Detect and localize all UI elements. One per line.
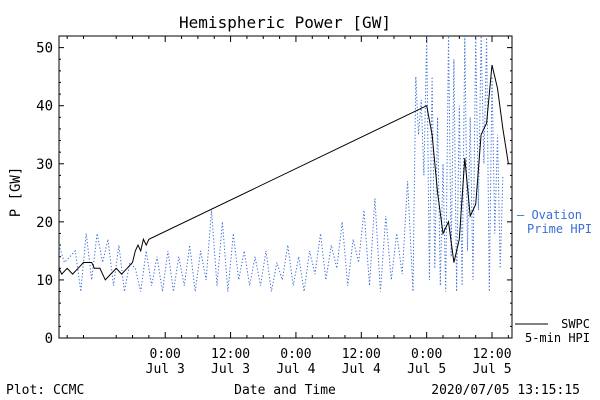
y-tick-label: 10 [36,273,53,289]
y-tick-label: 20 [36,215,53,231]
y-tick-label: 30 [36,157,53,173]
series-layer [58,35,509,292]
x-tick-time: 12:00 [472,347,511,362]
x-tick-date: Jul 5 [472,362,511,377]
x-tick-time: 12:00 [342,347,381,362]
legend-swpc-line1: SWPC [561,317,590,331]
x-tick-date: Jul 4 [342,362,381,377]
plot-credit: Plot: CCMC [6,383,84,398]
y-axis-label: P [GW] [8,167,24,218]
y-tick-label: 50 [36,41,53,57]
x-tick-date: Jul 5 [407,362,446,377]
series-swpc-hpi-line [58,64,509,281]
x-tick-time: 0:00 [280,347,311,362]
legend: — Ovation Prime HPI SWPC 5-min HPI [515,208,592,345]
x-tick-time: 12:00 [211,347,250,362]
legend-swpc-line2: 5-min HPI [525,331,590,345]
plot-frame [58,35,513,339]
y-tick-label: 0 [45,331,53,347]
x-axis-label: Date and Time [234,383,336,398]
x-tick-time: 0:00 [411,347,442,362]
chart-title: Hemispheric Power [GW] [179,13,391,32]
legend-ovation-line2: Prime HPI [527,222,592,236]
y-axis-ticks: 0 10 20 30 40 50 [36,41,512,347]
y-tick-label: 40 [36,99,53,115]
x-tick-date: Jul 3 [211,362,250,377]
timestamp-label: 2020/07/05 13:15:15 [431,383,580,398]
series-ovation-prime-hpi-line [58,35,504,292]
x-tick-time: 0:00 [150,347,181,362]
legend-ovation-line1: — Ovation [517,208,582,222]
x-tick-date: Jul 3 [146,362,185,377]
x-tick-date: Jul 4 [276,362,315,377]
